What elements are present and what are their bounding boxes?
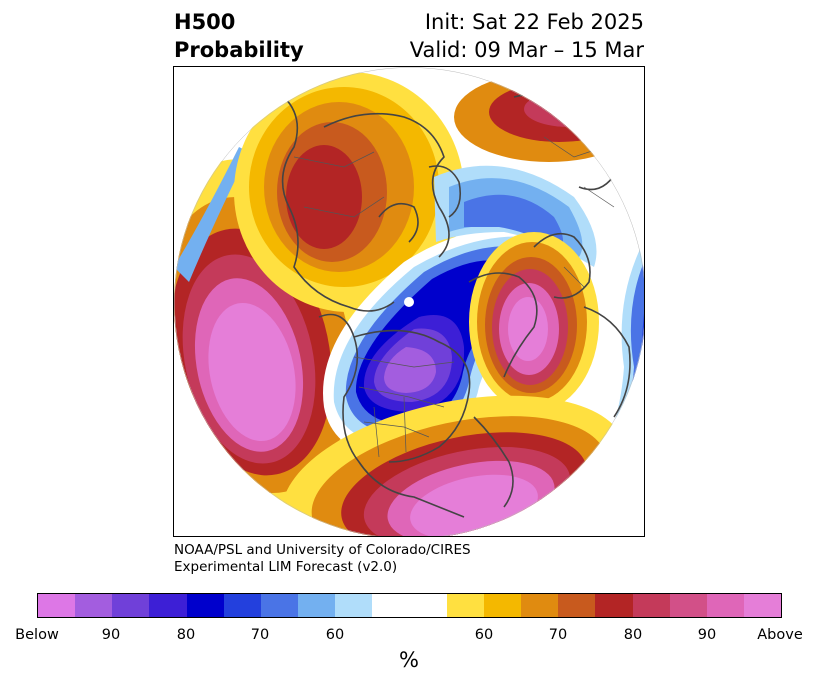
colorbar-cell [669, 594, 707, 617]
colorbar-cell [483, 594, 522, 617]
colorbar-label-below: Below [15, 627, 59, 643]
colorbar-cell [38, 594, 76, 617]
map-frame [173, 66, 645, 537]
colorbar-label-above-90: 90 [697, 627, 717, 643]
colorbar-label-below-80: 80 [176, 627, 196, 643]
colorbar-cell [260, 594, 299, 617]
colorbar-label-below-70: 70 [250, 627, 270, 643]
colorbar-cell [743, 594, 782, 617]
map-disc [174, 67, 644, 536]
political-borders [293, 136, 615, 458]
colorbar-cell [632, 594, 670, 617]
colorbar [37, 593, 782, 618]
colorbar-cell [75, 594, 113, 617]
credit-line-1: NOAA/PSL and University of Colorado/CIRE… [174, 542, 471, 558]
colorbar-cell [706, 594, 744, 617]
colorbar-cell [595, 594, 633, 617]
colorbar-cell [558, 594, 596, 617]
credit-text: NOAA/PSL and University of Colorado/CIRE… [174, 542, 471, 576]
title-product: Probability [174, 38, 304, 62]
map-title: H500 Probability [174, 8, 304, 64]
valid-range: Valid: 09 Mar – 15 Mar [409, 38, 644, 62]
colorbar-cell [298, 594, 336, 617]
probability-map [174, 67, 644, 536]
colorbar-label-above: Above [757, 627, 803, 643]
colorbar-cell [372, 594, 410, 617]
init-date: Init: Sat 22 Feb 2025 [424, 10, 644, 34]
colorbar-label-below-60: 60 [325, 627, 345, 643]
colorbar-label-above-80: 80 [623, 627, 643, 643]
colorbar-cell [446, 594, 484, 617]
colorbar-cell [223, 594, 261, 617]
colorbar-label-below-90: 90 [101, 627, 121, 643]
colorbar-unit: % [399, 648, 419, 672]
title-variable: H500 [174, 10, 236, 34]
anomaly-atlantic-high [469, 232, 599, 412]
colorbar-label-above-70: 70 [548, 627, 568, 643]
colorbar-label-above-60: 60 [474, 627, 494, 643]
colorbar-cell [335, 594, 373, 617]
forecast-dates: Init: Sat 22 Feb 2025 Valid: 09 Mar – 15… [410, 8, 644, 64]
colorbar-cell [186, 594, 224, 617]
colorbar-cell [409, 594, 447, 617]
credit-line-2: Experimental LIM Forecast (v2.0) [174, 559, 398, 575]
colorbar-cell [521, 594, 559, 617]
colorbar-cell [112, 594, 150, 617]
map-boundary [174, 67, 644, 536]
colorbar-cell [149, 594, 187, 617]
